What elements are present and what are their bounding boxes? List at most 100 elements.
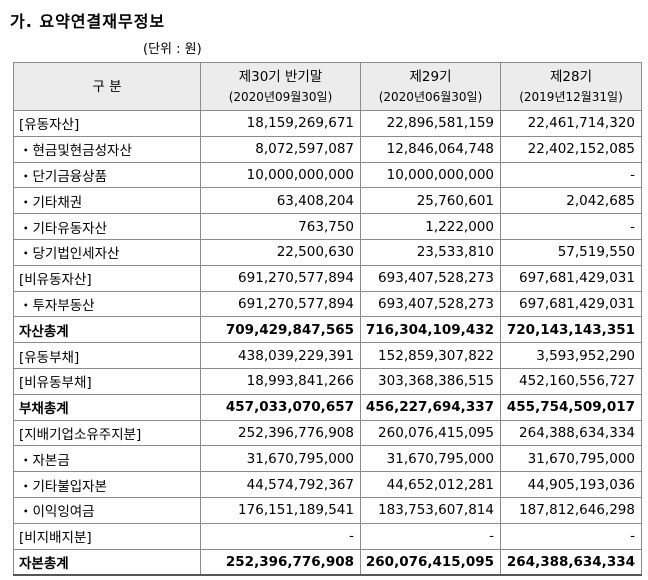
cell-value-28: 3,593,952,290	[500, 342, 642, 369]
header-period-29-date: (2020년06월30일)	[378, 89, 483, 104]
cell-value-28: 44,905,193,036	[500, 471, 642, 498]
cell-value-28: -	[500, 213, 642, 240]
row-label: 자본총계	[13, 548, 201, 576]
table-row: ・기타불입자본 44,574,792,367 44,652,012,281 44…	[13, 471, 642, 498]
header-period-30: 제30기 반기말 (2020년09월30일)	[200, 62, 361, 111]
cell-value-30: 176,151,189,541	[200, 496, 361, 524]
cell-value-28: -	[500, 161, 642, 189]
cell-value-28: -	[500, 522, 642, 550]
row-label: 부채총계	[13, 393, 201, 421]
table-row: [유동자산] 18,159,269,671 22,896,581,159 22,…	[13, 110, 642, 137]
section-title: 가. 요약연결재무정보	[10, 12, 166, 31]
cell-value-29: 22,896,581,159	[360, 110, 501, 137]
header-period-30-date: (2020년09월30일)	[228, 89, 333, 104]
table-row: ・이익잉여금 176,151,189,541 183,753,607,814 1…	[13, 496, 642, 524]
table-row: ・기타유동자산 763,750 1,222,000 -	[13, 213, 642, 240]
total-row: 자본총계 252,396,776,908 260,076,415,095 264…	[13, 548, 642, 576]
table-row: [비유동부채] 18,993,841,266 303,368,386,515 4…	[13, 367, 642, 395]
row-label: ・단기금융상품	[13, 161, 201, 189]
cell-value-29: 152,859,307,822	[360, 342, 501, 369]
row-label: [비유동부채]	[13, 367, 201, 395]
total-row: 자산총계 709,429,847,565 716,304,109,432 720…	[13, 316, 642, 344]
cell-value-28: 187,812,646,298	[500, 496, 642, 524]
cell-value-28: 57,519,550	[500, 238, 642, 266]
cell-value-30: 457,033,070,657	[200, 393, 361, 421]
row-label: 자산총계	[13, 316, 201, 344]
cell-value-30: 709,429,847,565	[200, 316, 361, 344]
cell-value-30: 31,670,795,000	[200, 445, 361, 473]
cell-value-29: 716,304,109,432	[360, 316, 501, 344]
cell-value-28: 2,042,685	[500, 187, 642, 215]
row-label: [유동자산]	[13, 110, 201, 137]
cell-value-29: 12,846,064,748	[360, 135, 501, 163]
cell-value-30: -	[200, 522, 361, 550]
table-row: ・당기법인세자산 22,500,630 23,533,810 57,519,55…	[13, 238, 642, 266]
cell-value-29: 303,368,386,515	[360, 367, 501, 395]
table-row: ・자본금 31,670,795,000 31,670,795,000 31,67…	[13, 445, 642, 473]
financial-summary-table: 구 분 제30기 반기말 (2020년09월30일) 제29기 (2020년06…	[13, 62, 642, 576]
row-label: ・이익잉여금	[13, 496, 201, 524]
cell-value-30: 691,270,577,894	[200, 264, 361, 292]
cell-value-30: 22,500,630	[200, 238, 361, 266]
total-row: 부채총계 457,033,070,657 456,227,694,337 455…	[13, 393, 642, 421]
table-row: ・현금및현금성자산 8,072,597,087 12,846,064,748 2…	[13, 135, 642, 163]
cell-value-28: 452,160,556,727	[500, 367, 642, 395]
header-period-28-name: 제28기	[549, 68, 593, 85]
cell-value-28: 697,681,429,031	[500, 264, 642, 292]
cell-value-29: 23,533,810	[360, 238, 501, 266]
cell-value-29: 693,407,528,273	[360, 290, 501, 318]
table-row: ・기타채권 63,408,204 25,760,601 2,042,685	[13, 187, 642, 215]
cell-value-29: 693,407,528,273	[360, 264, 501, 292]
cell-value-29: 183,753,607,814	[360, 496, 501, 524]
cell-value-28: 31,670,795,000	[500, 445, 642, 473]
cell-value-29: 44,652,012,281	[360, 471, 501, 498]
unit-note: (단위 : 원)	[143, 42, 202, 57]
row-label: ・당기법인세자산	[13, 238, 201, 266]
header-period-28-date: (2019년12월31일)	[519, 89, 623, 104]
cell-value-30: 763,750	[200, 213, 361, 240]
table-row: [지배기업소유주지분] 252,396,776,908 260,076,415,…	[13, 419, 642, 447]
cell-value-30: 63,408,204	[200, 187, 361, 215]
cell-value-30: 44,574,792,367	[200, 471, 361, 498]
cell-value-28: 720,143,143,351	[500, 316, 642, 344]
cell-value-30: 691,270,577,894	[200, 290, 361, 318]
row-label: ・현금및현금성자산	[13, 135, 201, 163]
cell-value-29: -	[360, 522, 501, 550]
row-label: ・자본금	[13, 445, 201, 473]
cell-value-30: 438,039,229,391	[200, 342, 361, 369]
cell-value-29: 456,227,694,337	[360, 393, 501, 421]
header-period-29: 제29기 (2020년06월30일)	[360, 62, 501, 111]
cell-value-29: 31,670,795,000	[360, 445, 501, 473]
cell-value-30: 252,396,776,908	[200, 548, 361, 576]
header-period-30-name: 제30기 반기말	[238, 68, 323, 85]
table-row: [비지배지분] - - -	[13, 522, 642, 550]
row-label: [비유동자산]	[13, 264, 201, 292]
row-label: ・기타채권	[13, 187, 201, 215]
cell-value-28: 264,388,634,334	[500, 419, 642, 447]
row-label: ・기타불입자본	[13, 471, 201, 498]
table-row: ・투자부동산 691,270,577,894 693,407,528,273 6…	[13, 290, 642, 318]
cell-value-30: 252,396,776,908	[200, 419, 361, 447]
cell-value-28: 22,461,714,320	[500, 110, 642, 137]
row-label: [비지배지분]	[13, 522, 201, 550]
table-header-row: 구 분 제30기 반기말 (2020년09월30일) 제29기 (2020년06…	[13, 62, 642, 111]
cell-value-29: 260,076,415,095	[360, 419, 501, 447]
cell-value-30: 18,993,841,266	[200, 367, 361, 395]
header-period-29-name: 제29기	[409, 68, 452, 85]
row-label: [지배기업소유주지분]	[13, 419, 201, 447]
cell-value-30: 8,072,597,087	[200, 135, 361, 163]
cell-value-29: 260,076,415,095	[360, 548, 501, 576]
row-label: [유동부채]	[13, 342, 201, 369]
cell-value-28: 22,402,152,085	[500, 135, 642, 163]
cell-value-30: 18,159,269,671	[200, 110, 361, 137]
cell-value-30: 10,000,000,000	[200, 161, 361, 189]
cell-value-29: 25,760,601	[360, 187, 501, 215]
table-row: [유동부채] 438,039,229,391 152,859,307,822 3…	[13, 342, 642, 369]
cell-value-29: 1,222,000	[360, 213, 501, 240]
row-label: ・투자부동산	[13, 290, 201, 318]
cell-value-29: 10,000,000,000	[360, 161, 501, 189]
cell-value-28: 264,388,634,334	[500, 548, 642, 576]
table-row: [비유동자산] 691,270,577,894 693,407,528,273 …	[13, 264, 642, 292]
cell-value-28: 455,754,509,017	[500, 393, 642, 421]
cell-value-28: 697,681,429,031	[500, 290, 642, 318]
